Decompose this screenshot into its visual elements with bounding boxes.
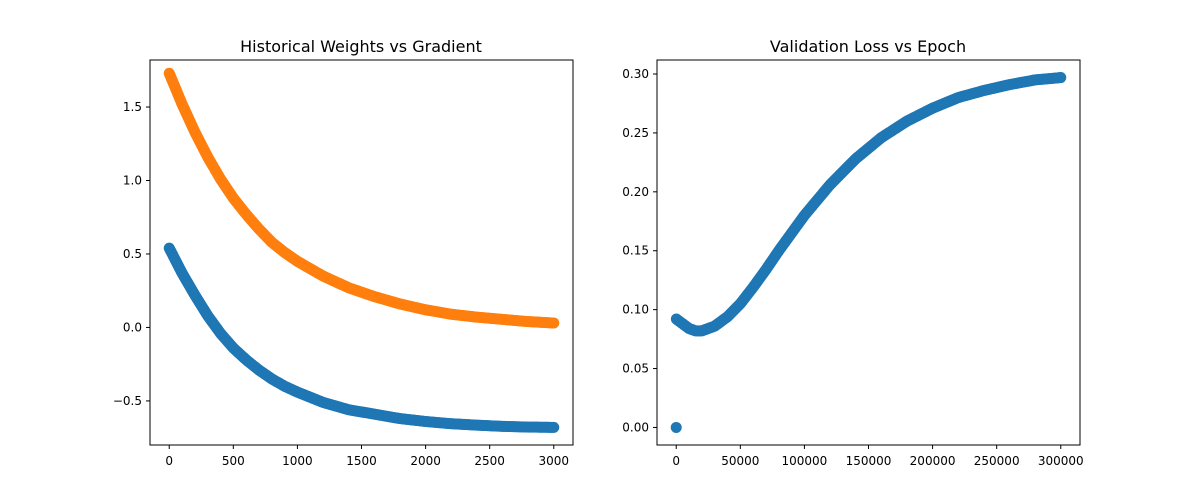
- y-tick-label: 0.5: [123, 247, 142, 261]
- right-chart-title: Validation Loss vs Epoch: [770, 37, 966, 56]
- x-tick-label: 2000: [410, 454, 441, 468]
- y-tick-label: 0.30: [622, 67, 649, 81]
- right-chart: Validation Loss vs Epoch 0 50000 100000 150…: [622, 37, 1083, 468]
- y-tick-label: 1.0: [123, 173, 142, 187]
- y-tick-label: 0.20: [622, 185, 649, 199]
- x-tick-label: 150000: [846, 454, 892, 468]
- x-tick-label: 0: [165, 454, 173, 468]
- x-tick-label: 0: [672, 454, 680, 468]
- y-tick-label: 0.15: [622, 244, 649, 258]
- x-tick-label: 1000: [282, 454, 313, 468]
- x-tick-label: 50000: [721, 454, 759, 468]
- x-tick-label: 250000: [974, 454, 1020, 468]
- data-point: [1055, 72, 1067, 84]
- left-chart: Historical Weights vs Gradient 0 500 1000 1…: [113, 37, 574, 468]
- y-tick-label: −0.5: [113, 394, 142, 408]
- y-tick-label: 0.05: [622, 362, 649, 376]
- y-tick-label: 0.0: [123, 320, 142, 334]
- x-tick-label: 3000: [538, 454, 569, 468]
- y-tick-label: 0.00: [622, 420, 649, 434]
- y-tick-label: 1.5: [123, 100, 142, 114]
- data-point: [670, 421, 682, 433]
- x-tick-label: 200000: [910, 454, 956, 468]
- x-tick-label: 300000: [1038, 454, 1084, 468]
- series-group: [163, 67, 560, 433]
- left-plot-area: 0 500 1000 1500 2000 2500 3000 −0.5 0.0 0.5 1.0 1.5: [113, 59, 574, 468]
- x-tick-label: 2500: [474, 454, 505, 468]
- x-tick-label: 100000: [782, 454, 828, 468]
- y-tick-label: 0.10: [622, 303, 649, 317]
- data-point: [548, 421, 560, 433]
- series-group: [670, 72, 1067, 433]
- data-point: [548, 317, 560, 329]
- y-tick-label: 0.25: [622, 126, 649, 140]
- left-chart-title: Historical Weights vs Gradient: [240, 37, 482, 56]
- x-tick-label: 1500: [346, 454, 377, 468]
- right-plot-area: 0 50000 100000 150000 200000 250000 300000 0.00…: [622, 59, 1084, 468]
- x-tick-label: 500: [222, 454, 245, 468]
